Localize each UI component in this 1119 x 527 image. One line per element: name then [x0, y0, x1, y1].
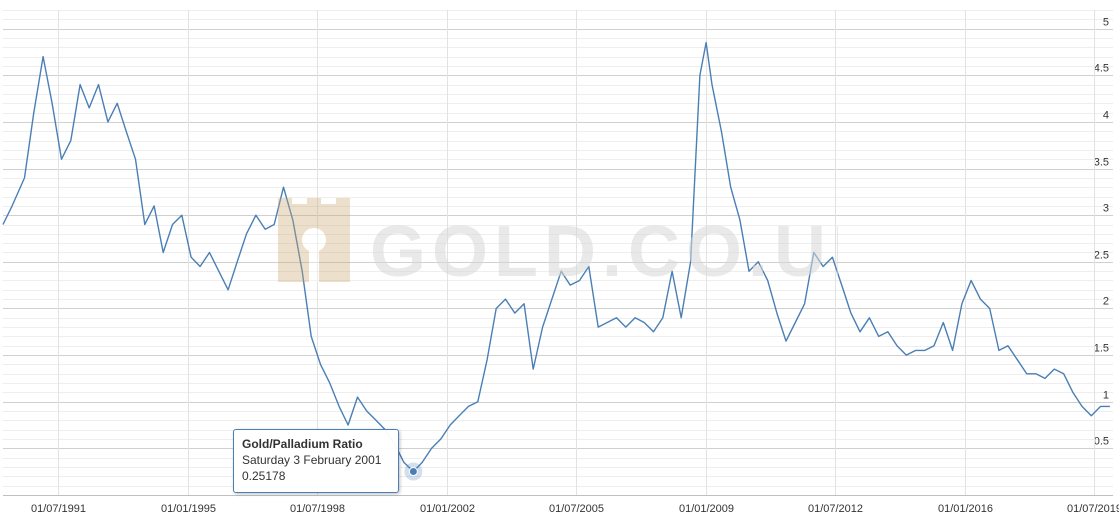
x-tick-label: 01/01/2002 [420, 503, 475, 515]
tooltip-title: Gold/Palladium Ratio [242, 437, 363, 451]
x-tick-label: 01/01/2016 [938, 503, 993, 515]
x-tick-label: 01/07/1991 [31, 503, 86, 515]
y-tick-label: 3 [1103, 203, 1109, 215]
y-tick-label: 2.5 [1094, 250, 1109, 262]
y-tick-label: 5 [1103, 17, 1109, 29]
x-tick-label: 01/01/1995 [161, 503, 216, 515]
x-tick-label: 01/01/2009 [679, 503, 734, 515]
y-tick-label: 1 [1103, 390, 1109, 402]
y-tick-label: 4 [1103, 110, 1109, 122]
y-tick-label: 1.5 [1094, 343, 1109, 355]
series-line [2, 41, 1110, 473]
x-tick-label: 01/07/1998 [290, 503, 345, 515]
y-tick-label: 4.5 [1094, 63, 1109, 75]
hover-point [408, 467, 418, 477]
y-tick-label: 0.5 [1094, 436, 1109, 448]
x-tick-label: 01/07/2005 [549, 503, 604, 515]
y-tick-label: 3.5 [1094, 157, 1109, 169]
chart-tooltip: Gold/Palladium Ratio Saturday 3 February… [233, 429, 399, 493]
x-tick-label: 01/07/2012 [808, 503, 863, 515]
y-tick-label: 2 [1103, 296, 1109, 308]
tooltip-value: 0.25178 [242, 469, 286, 483]
x-tick-label: 01/07/2019 [1067, 503, 1119, 515]
tooltip-date: Saturday 3 February 2001 [242, 453, 382, 467]
